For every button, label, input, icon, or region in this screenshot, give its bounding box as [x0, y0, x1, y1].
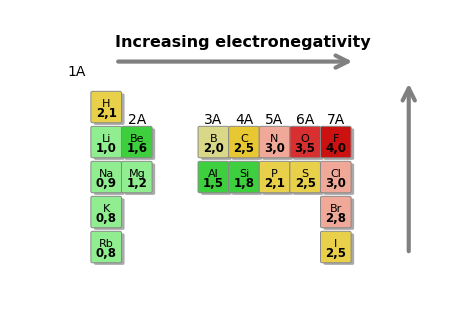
Text: C: C [240, 133, 248, 144]
FancyBboxPatch shape [290, 161, 320, 193]
FancyBboxPatch shape [201, 163, 232, 195]
Text: 2,8: 2,8 [325, 212, 346, 225]
FancyBboxPatch shape [94, 233, 125, 265]
Text: F: F [333, 133, 339, 144]
Text: 3A: 3A [204, 113, 222, 127]
FancyBboxPatch shape [91, 91, 121, 123]
Text: 6A: 6A [296, 113, 314, 127]
Text: N: N [270, 133, 279, 144]
FancyBboxPatch shape [94, 163, 125, 195]
Text: 0,8: 0,8 [96, 212, 117, 225]
Text: Cl: Cl [330, 169, 341, 179]
FancyBboxPatch shape [125, 163, 155, 195]
Text: Li: Li [101, 133, 111, 144]
FancyBboxPatch shape [94, 93, 125, 125]
FancyBboxPatch shape [228, 126, 259, 158]
FancyBboxPatch shape [320, 126, 351, 158]
Text: Rb: Rb [99, 239, 114, 248]
Text: 4A: 4A [235, 113, 253, 127]
FancyBboxPatch shape [324, 233, 354, 265]
FancyBboxPatch shape [293, 129, 324, 160]
Text: B: B [210, 133, 217, 144]
Text: 0,8: 0,8 [96, 247, 117, 260]
Text: Be: Be [129, 133, 144, 144]
FancyBboxPatch shape [262, 129, 293, 160]
FancyBboxPatch shape [91, 126, 121, 158]
FancyBboxPatch shape [290, 126, 320, 158]
Text: 4,0: 4,0 [325, 142, 346, 155]
Text: 1,5: 1,5 [203, 177, 224, 190]
Text: 2,1: 2,1 [264, 177, 285, 190]
FancyBboxPatch shape [94, 129, 125, 160]
FancyBboxPatch shape [320, 161, 351, 193]
FancyBboxPatch shape [201, 129, 232, 160]
Text: 3,0: 3,0 [264, 142, 285, 155]
Text: 5A: 5A [265, 113, 283, 127]
Text: K: K [102, 204, 110, 214]
Text: Mg: Mg [128, 169, 145, 179]
Text: 1A: 1A [68, 65, 86, 79]
Text: 3,5: 3,5 [295, 142, 316, 155]
Text: 2,1: 2,1 [96, 107, 117, 120]
FancyBboxPatch shape [232, 163, 262, 195]
FancyBboxPatch shape [198, 161, 228, 193]
Text: Na: Na [99, 169, 114, 179]
FancyBboxPatch shape [320, 231, 351, 263]
Text: 2,0: 2,0 [203, 142, 224, 155]
FancyBboxPatch shape [91, 231, 121, 263]
FancyBboxPatch shape [259, 126, 290, 158]
FancyBboxPatch shape [94, 198, 125, 230]
FancyBboxPatch shape [324, 198, 354, 230]
Text: 7A: 7A [327, 113, 345, 127]
FancyBboxPatch shape [324, 163, 354, 195]
Text: 2A: 2A [128, 113, 146, 127]
FancyBboxPatch shape [293, 163, 324, 195]
FancyBboxPatch shape [125, 129, 155, 160]
FancyBboxPatch shape [324, 129, 354, 160]
FancyBboxPatch shape [91, 161, 121, 193]
Text: 2,5: 2,5 [295, 177, 316, 190]
Text: I: I [334, 239, 337, 248]
Text: Al: Al [208, 169, 219, 179]
FancyBboxPatch shape [262, 163, 293, 195]
FancyBboxPatch shape [259, 161, 290, 193]
Text: P: P [271, 169, 278, 179]
Text: Si: Si [239, 169, 249, 179]
Text: S: S [301, 169, 309, 179]
Text: O: O [301, 133, 310, 144]
Text: 2,5: 2,5 [234, 142, 255, 155]
Text: 2,5: 2,5 [325, 247, 346, 260]
FancyBboxPatch shape [228, 161, 259, 193]
FancyBboxPatch shape [198, 126, 228, 158]
Text: 1,8: 1,8 [234, 177, 255, 190]
Text: Increasing electronegativity: Increasing electronegativity [115, 35, 371, 50]
FancyBboxPatch shape [121, 126, 152, 158]
Text: 1,6: 1,6 [126, 142, 147, 155]
FancyBboxPatch shape [121, 161, 152, 193]
Text: 3,0: 3,0 [325, 177, 346, 190]
Text: 0,9: 0,9 [96, 177, 117, 190]
Text: Br: Br [329, 204, 342, 214]
Text: H: H [102, 99, 110, 109]
Text: 1,2: 1,2 [127, 177, 147, 190]
FancyBboxPatch shape [232, 129, 262, 160]
Text: 1,0: 1,0 [96, 142, 117, 155]
FancyBboxPatch shape [91, 196, 121, 228]
FancyBboxPatch shape [320, 196, 351, 228]
